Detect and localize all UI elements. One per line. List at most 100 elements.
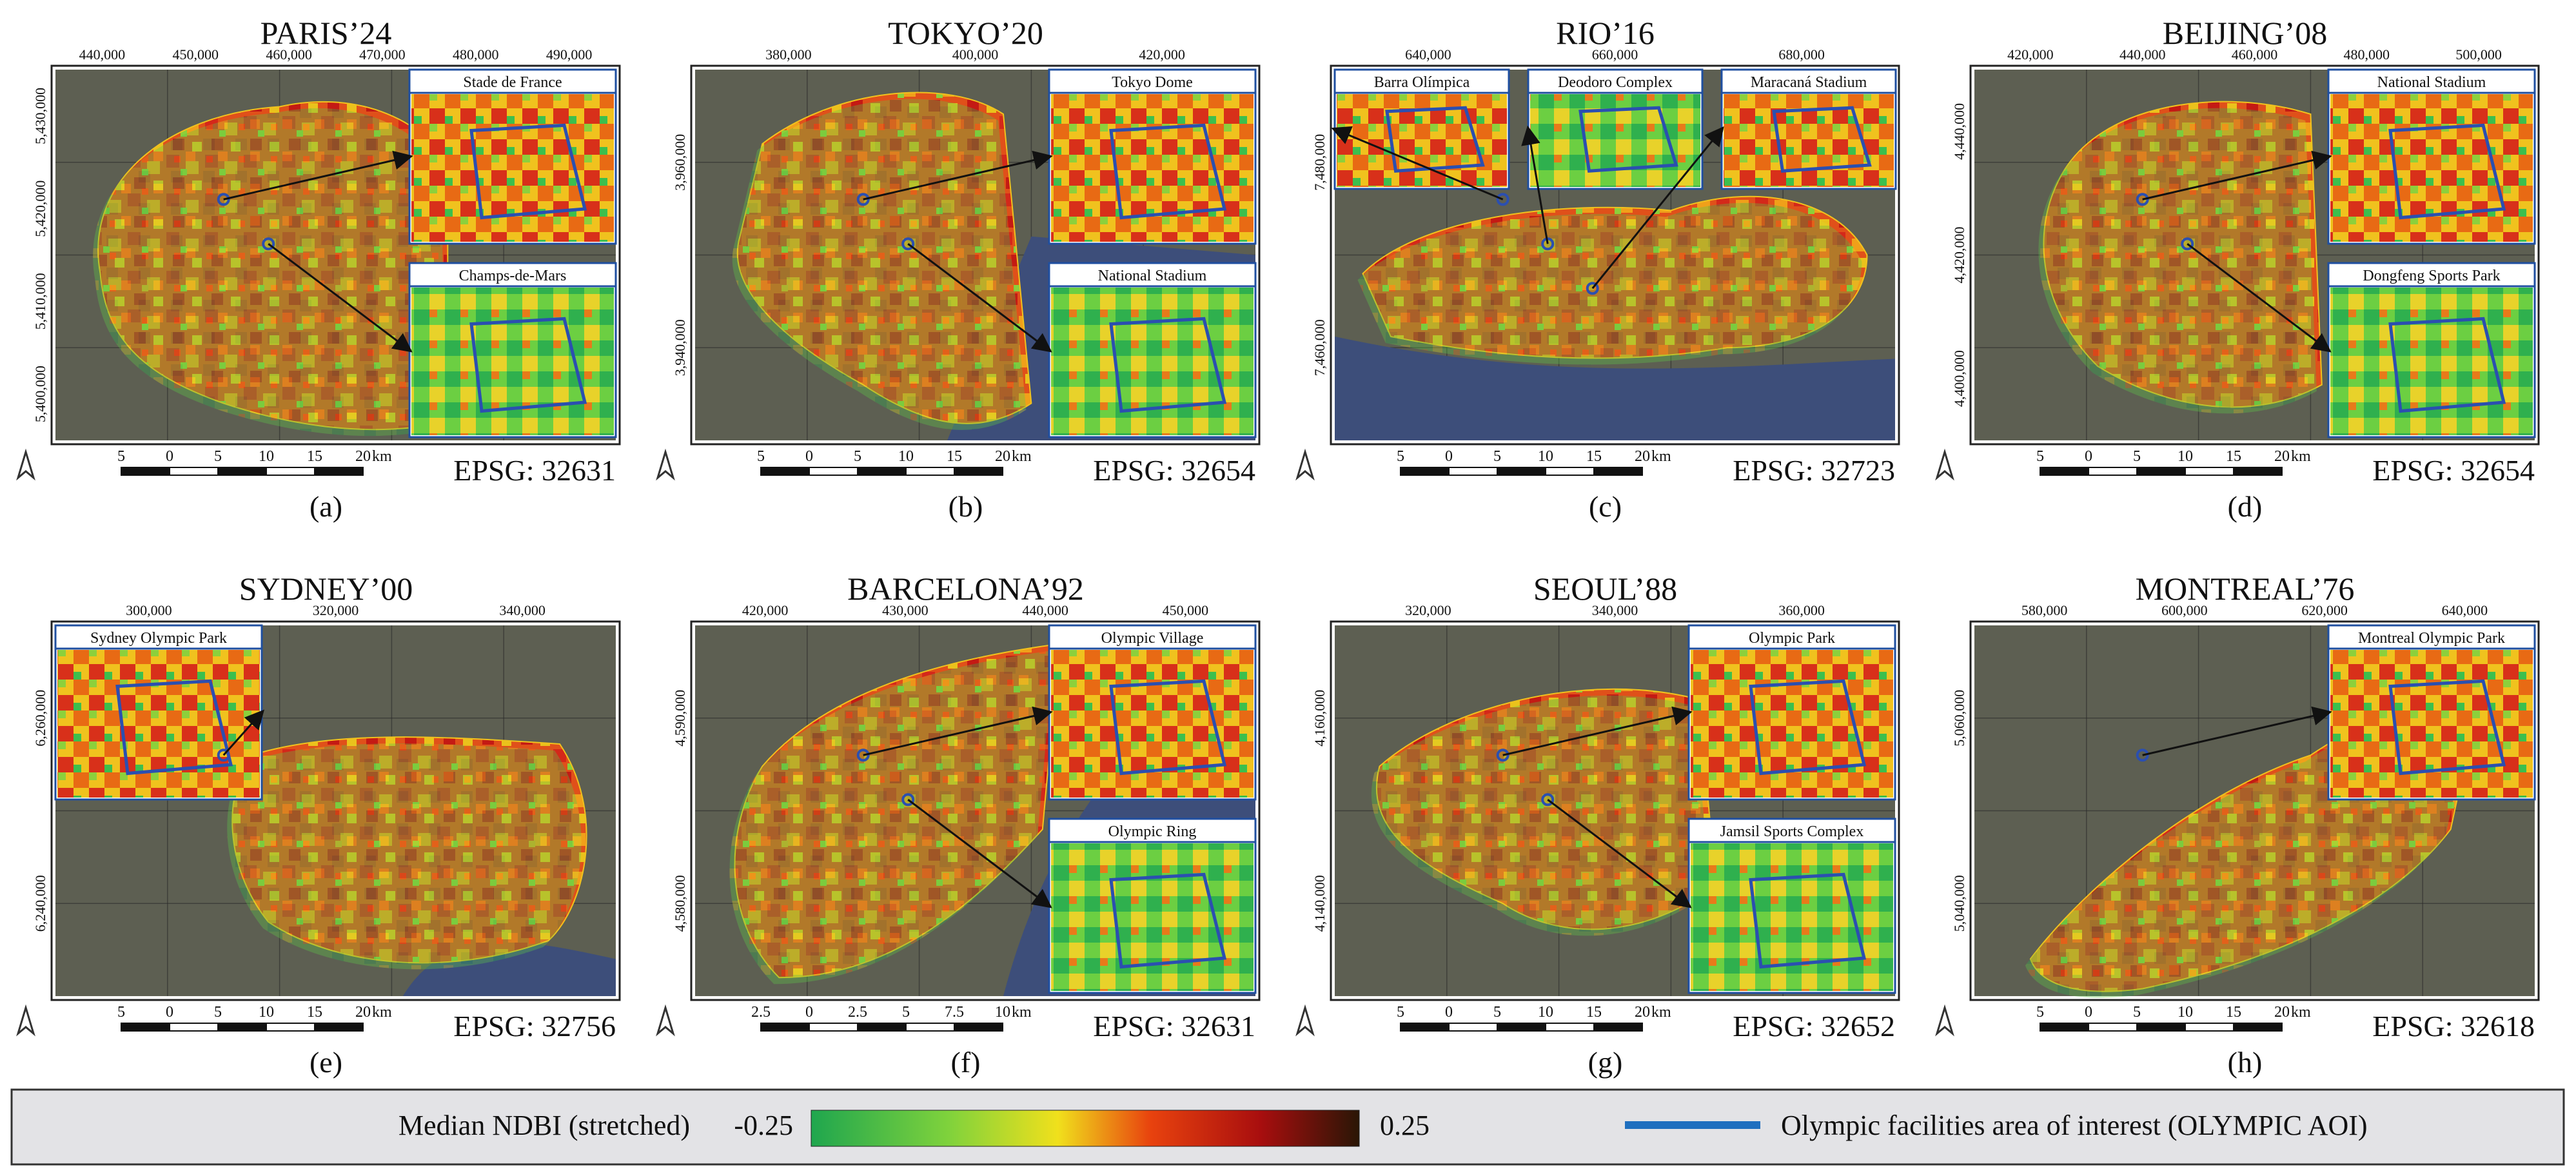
panel-g: SEOUL’88 Olympic Park Jamsil Sports Comple… bbox=[1295, 571, 1900, 1079]
epsg-code: EPSG: 32723 bbox=[1733, 454, 1895, 487]
inset-map: Dongfeng Sports Park bbox=[2327, 262, 2536, 438]
aoi-marker bbox=[1541, 793, 1555, 807]
y-tick-label: 7,480,000 bbox=[1312, 134, 1328, 191]
y-tick-label: 4,580,000 bbox=[672, 875, 688, 932]
north-arrow-icon bbox=[16, 448, 35, 481]
x-tick-label: 440,000 bbox=[2119, 46, 2166, 63]
epsg-code: EPSG: 32654 bbox=[2372, 454, 2535, 487]
y-tick-label: 5,420,000 bbox=[32, 181, 48, 237]
inset-aoi-boundary bbox=[1749, 679, 1867, 776]
inset-header bbox=[2327, 262, 2536, 288]
legend: Median NDBI (stretched) -0.25 0.25 Olymp… bbox=[10, 1088, 2565, 1166]
scale-bar-label: 5 bbox=[902, 1004, 910, 1021]
inset-map: Champs-de-Mars bbox=[408, 262, 617, 438]
inset-header bbox=[2327, 68, 2536, 94]
x-tick-label: 430,000 bbox=[882, 602, 929, 618]
scale-bar-label: 5 bbox=[214, 1004, 222, 1021]
scale-bar-segment bbox=[217, 467, 267, 476]
inset-label: Champs-de-Mars bbox=[459, 268, 567, 284]
y-tick-label: 6,240,000 bbox=[32, 875, 48, 932]
panel-title: BEIJING’08 bbox=[2163, 15, 2328, 51]
scale-bar-label: 10 bbox=[2178, 448, 2193, 465]
inset-aoi-boundary bbox=[2388, 317, 2506, 413]
inset-map: Sydney Olympic Park bbox=[54, 624, 263, 801]
scale-bar-label: 15 bbox=[307, 1004, 322, 1021]
scale-bar-label: 0 bbox=[1445, 1004, 1453, 1021]
inset-ndbi-pixels bbox=[1530, 94, 1700, 187]
scale-bar-label: 15 bbox=[1586, 448, 1602, 465]
scale-bar-segment bbox=[2136, 1023, 2186, 1032]
panel-c: RIO’16 Barra Olímpica Deodoro Complex Marac… bbox=[1295, 15, 1900, 523]
panel-title: RIO’16 bbox=[1556, 15, 1655, 51]
inset-label: Stade de France bbox=[463, 74, 562, 91]
scale-bar-label: 2.5 bbox=[848, 1004, 867, 1021]
inset-aoi-boundary bbox=[115, 679, 233, 776]
inset-aoi-boundary bbox=[1772, 106, 1872, 173]
x-tick-label: 420,000 bbox=[742, 602, 789, 618]
inset-header bbox=[1048, 624, 1257, 650]
panel-caption: (g) bbox=[1588, 1046, 1623, 1079]
inset-pointer-arrow bbox=[223, 150, 413, 201]
inset-pointer-arrow bbox=[2142, 150, 2332, 201]
inset-aoi-boundary bbox=[2388, 679, 2506, 776]
aoi-marker bbox=[262, 237, 275, 251]
inset-label: Barra Olímpica bbox=[1374, 74, 1470, 91]
inset-pointer-arrow bbox=[1521, 125, 1549, 244]
aoi-marker bbox=[2136, 193, 2149, 206]
scale-bar-segment bbox=[266, 467, 315, 476]
x-tick-label: 420,000 bbox=[2007, 46, 2054, 63]
x-tick-label: 380,000 bbox=[765, 46, 812, 63]
scale-bar-label: 0 bbox=[166, 1004, 173, 1021]
scale-bar-label: 0 bbox=[805, 1004, 813, 1021]
scale-bar-segment bbox=[1593, 467, 1643, 476]
scale-bar-label: 20 bbox=[995, 448, 1010, 465]
scale-bar-segment bbox=[2185, 467, 2234, 476]
aoi-marker bbox=[2181, 237, 2194, 251]
panel-caption: (c) bbox=[1589, 490, 1622, 523]
x-tick-label: 360,000 bbox=[1778, 602, 1825, 618]
aoi-marker bbox=[1496, 749, 1509, 762]
x-tick-label: 440,000 bbox=[1022, 602, 1068, 618]
x-tick-label: 640,000 bbox=[1405, 46, 1451, 63]
panel-title: PARIS’24 bbox=[261, 15, 392, 51]
aoi-marker bbox=[1496, 193, 1509, 206]
panel-caption: (e) bbox=[310, 1046, 342, 1079]
scale-bar-unit: km bbox=[1651, 448, 1671, 465]
scale-bar-segment bbox=[1448, 467, 1498, 476]
scale-bar-label: 15 bbox=[1586, 1004, 1602, 1021]
scale-bar-label: 15 bbox=[307, 448, 322, 465]
x-tick-label: 450,000 bbox=[1163, 602, 1209, 618]
x-tick-label: 440,000 bbox=[79, 46, 126, 63]
scale-bar-label: 15 bbox=[2226, 448, 2241, 465]
north-arrow-icon bbox=[1295, 448, 1315, 481]
inset-pointer-arrow bbox=[2187, 243, 2332, 353]
inset-header bbox=[408, 262, 617, 288]
scale-bar-segment bbox=[2136, 467, 2186, 476]
scale-bar-segment bbox=[1545, 467, 1595, 476]
x-tick-label: 320,000 bbox=[313, 602, 359, 618]
panel-caption: (f) bbox=[951, 1046, 981, 1079]
scale-bar-segment bbox=[905, 467, 955, 476]
inset-aoi-boundary bbox=[1578, 106, 1678, 173]
inset-pointer-arrow bbox=[863, 150, 1053, 201]
scale-bar-segment bbox=[217, 1023, 267, 1032]
inset-header bbox=[1687, 818, 1896, 843]
inset-header bbox=[408, 68, 617, 94]
inset-map: Jamsil Sports Complex bbox=[1687, 818, 1896, 994]
x-tick-label: 480,000 bbox=[2344, 46, 2390, 63]
x-tick-label: 580,000 bbox=[2021, 602, 2068, 618]
inset-ndbi-pixels bbox=[411, 94, 614, 242]
scale-bar-label: 0 bbox=[166, 448, 173, 465]
scale-bar-segment bbox=[1545, 1023, 1595, 1032]
scale-bar-label: 2.5 bbox=[751, 1004, 771, 1021]
aoi-marker bbox=[217, 193, 230, 206]
panel-caption: (h) bbox=[2228, 1046, 2263, 1079]
inset-header bbox=[54, 624, 263, 650]
scale-bar-segment bbox=[1593, 1023, 1643, 1032]
scale-bar-segment bbox=[2040, 467, 2089, 476]
scale-bar-unit: km bbox=[2291, 448, 2311, 465]
inset-label: Olympic Park bbox=[1749, 630, 1835, 647]
scale-bar-segment bbox=[314, 467, 364, 476]
scale-bar-label: 20 bbox=[1635, 1004, 1650, 1021]
north-arrow-icon bbox=[1295, 1004, 1315, 1037]
